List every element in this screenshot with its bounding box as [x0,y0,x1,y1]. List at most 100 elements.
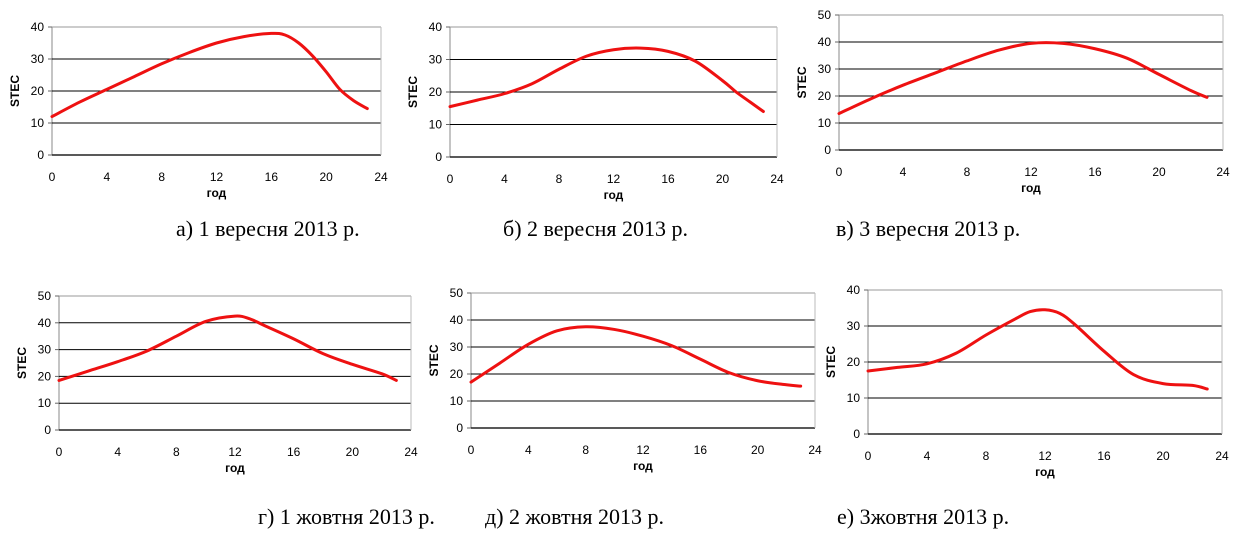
y-tick-label: 10 [818,116,832,130]
y-tick-label: 10 [38,396,52,410]
y-tick-label: 20 [818,89,832,103]
x-tick-label: 20 [716,172,730,186]
chart-svg: 0 10 20 30 40 50 0 4 8 12 16 20 24 год STEC [427,286,822,473]
x-tick-label: 20 [1152,165,1166,179]
chart-panel: 0 10 20 30 40 0 4 8 12 16 20 24 год STEC [0,5,390,220]
y-tick-label: 20 [31,84,45,98]
x-tick-label: 4 [501,172,508,186]
y-tick-label: 10 [847,391,861,405]
x-tick-label: 16 [265,170,279,184]
x-tick-label: 24 [374,170,388,184]
y-axis-title: STEC [795,66,809,98]
x-tick-label: 16 [1097,449,1111,463]
x-tick-label: 0 [865,449,872,463]
y-tick-label: 20 [429,85,443,99]
x-tick-label: 16 [694,443,708,457]
y-tick-label: 0 [456,421,463,435]
stec-series-line [866,308,1209,391]
y-axis-title: STEC [406,76,420,108]
x-tick-label: 12 [210,170,224,184]
chart-caption: а) 1 вересня 2013 р. [176,216,360,241]
x-tick-label: 12 [1038,449,1052,463]
x-tick-label: 4 [114,445,121,459]
y-tick-label: 0 [44,423,51,437]
y-tick-label: 40 [38,316,52,330]
x-tick-label: 4 [525,443,532,457]
x-tick-label: 16 [661,172,675,186]
chart-panel: 0 10 20 30 40 0 4 8 12 16 20 24 год STEC [405,5,790,220]
stec-series-line [837,41,1209,116]
chart-caption: е) 3жовтня 2013 р. [837,504,1010,529]
x-tick-label: 24 [404,445,418,459]
y-tick-label: 30 [429,53,443,67]
x-tick-label: 12 [607,172,621,186]
y-tick-label: 30 [450,340,464,354]
y-tick-label: 50 [450,286,464,300]
x-axis-title: год [1035,465,1055,479]
x-tick-label: 12 [1024,165,1038,179]
y-tick-label: 40 [450,313,464,327]
chart-svg: 0 10 20 30 40 0 4 8 12 16 20 24 год STEC [8,20,388,200]
y-tick-label: 50 [38,289,52,303]
y-tick-label: 30 [38,343,52,357]
x-axis-title: год [225,461,245,475]
y-axis-title: STEC [8,75,22,107]
y-tick-label: 50 [818,8,832,22]
y-tick-label: 10 [429,118,443,132]
x-tick-label: 8 [964,165,971,179]
y-tick-label: 40 [31,20,45,34]
x-tick-label: 0 [468,443,475,457]
x-tick-label: 0 [49,170,56,184]
x-tick-label: 20 [751,443,765,457]
x-tick-label: 0 [447,172,454,186]
x-axis-title: год [604,188,624,202]
y-tick-label: 20 [38,369,52,383]
x-tick-label: 24 [808,443,822,457]
y-tick-label: 0 [435,150,442,164]
x-tick-label: 4 [103,170,110,184]
x-tick-label: 20 [346,445,360,459]
stec-series-line [50,31,369,119]
x-tick-label: 8 [582,443,589,457]
chart-panel: 0 10 20 30 40 50 0 4 8 12 16 20 24 год STEC [425,280,825,485]
x-tick-label: 20 [1156,449,1170,463]
y-tick-label: 30 [818,62,832,76]
x-tick-label: 0 [56,445,63,459]
y-tick-label: 10 [31,116,45,130]
y-axis-title: STEC [824,346,838,378]
y-axis-title: STEC [15,347,29,379]
x-axis-title: год [207,186,227,200]
x-tick-label: 4 [900,165,907,179]
chart-svg: 0 10 20 30 40 50 0 4 8 12 16 20 24 год STEC [15,289,418,475]
stec-series-line [57,314,398,382]
y-axis-title: STEC [427,344,441,376]
chart-panel: 0 10 20 30 40 50 0 4 8 12 16 20 24 год STEC [0,280,425,485]
x-tick-label: 16 [287,445,301,459]
chart-svg: 0 10 20 30 40 50 0 4 8 12 16 20 24 год STEC [795,8,1230,195]
x-tick-label: 12 [636,443,650,457]
y-tick-label: 10 [450,394,464,408]
y-tick-label: 40 [847,283,861,297]
x-tick-label: 24 [1216,165,1230,179]
x-tick-label: 8 [158,170,165,184]
y-tick-label: 40 [818,35,832,49]
x-tick-label: 20 [319,170,333,184]
chart-caption: д) 2 жовтня 2013 р. [485,504,665,529]
chart-panel: 0 10 20 30 40 50 0 4 8 12 16 20 24 год STEC [790,5,1230,220]
x-tick-label: 24 [770,172,784,186]
chart-svg: 0 10 20 30 40 0 4 8 12 16 20 24 год STEC [406,20,784,202]
stec-series-line [469,325,803,388]
chart-panel: 0 10 20 30 40 0 4 8 12 16 20 24 год STEC [824,280,1230,490]
x-tick-label: 24 [1215,449,1229,463]
stec-series-line [448,46,765,113]
x-axis-title: год [633,459,653,473]
x-tick-label: 12 [228,445,242,459]
x-tick-label: 8 [983,449,990,463]
x-tick-label: 4 [924,449,931,463]
chart-caption: г) 1 жовтня 2013 р. [258,504,435,529]
chart-caption: б) 2 вересня 2013 р. [503,216,689,241]
x-axis-title: год [1021,181,1041,195]
y-tick-label: 0 [824,143,831,157]
y-tick-label: 40 [429,20,443,34]
x-tick-label: 16 [1088,165,1102,179]
